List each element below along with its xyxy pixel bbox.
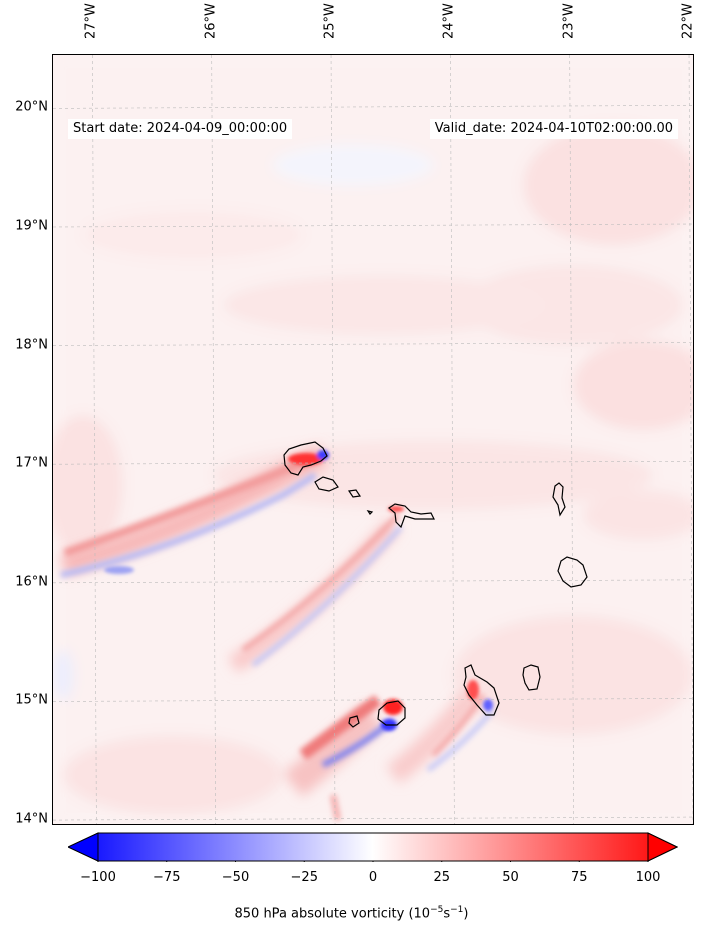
background-vorticity-field: [53, 55, 693, 824]
lat-label: 15°N: [15, 692, 48, 708]
lat-label: 18°N: [15, 337, 48, 353]
meridian-line: [688, 55, 693, 824]
island-brava: [348, 715, 360, 728]
lat-label: 17°N: [15, 455, 48, 471]
colorbar-tick-label: 100: [635, 870, 661, 885]
lat-label: 19°N: [15, 218, 48, 234]
valid-date-label: Valid_date: 2024-04-10T02:00:00.00: [429, 119, 678, 139]
island-santa-luzia: [347, 489, 362, 498]
coastlines: [283, 441, 588, 728]
parallel-line: [53, 698, 693, 702]
island-sao-vicente: [314, 476, 339, 492]
map-frame: Start date: 2024-04-09_00:00:00 Valid_da…: [52, 54, 694, 825]
colorbar-max-extend: [647, 832, 678, 862]
meridian-line: [92, 55, 97, 824]
lon-label: 22°W: [680, 3, 696, 54]
parallel-line: [53, 579, 693, 584]
island-ilheu: [366, 510, 374, 515]
island-boa-vista: [557, 556, 588, 588]
colorbar-tick-label: −50: [221, 870, 250, 885]
meridian-line: [569, 55, 574, 824]
colorbar-tick-label: 75: [570, 870, 588, 885]
lon-label-text: 27°W: [83, 3, 99, 39]
island-sao-nicolau: [387, 503, 435, 529]
start-date-label: Start date: 2024-04-09_00:00:00: [68, 119, 293, 139]
island-santiago: [463, 664, 500, 716]
parallel-line: [53, 460, 693, 465]
meridian-line: [211, 55, 216, 824]
island-fogo: [377, 700, 406, 726]
colorbar-label: 850 hPa absolute vorticity (10−5s−1): [234, 905, 469, 922]
parallel-line: [53, 223, 693, 228]
meridian-line: [450, 55, 455, 824]
parallel-line: [53, 342, 693, 346]
lat-label: 20°N: [15, 99, 48, 115]
island-santo-antao: [283, 441, 328, 476]
lat-label: 16°N: [15, 574, 48, 590]
lon-label: 26°W: [203, 3, 219, 54]
colorbar-tick-label: 0: [368, 870, 378, 885]
colorbar-tick-label: −25: [290, 870, 318, 885]
lon-label-text: 25°W: [322, 3, 338, 39]
lon-label-text: 24°W: [441, 3, 457, 39]
colorbar-tick-label: 50: [502, 870, 519, 885]
parallel-line: [53, 105, 693, 109]
island-sal: [552, 482, 566, 517]
colorbar-tick-label: −100: [80, 870, 116, 885]
lon-label-text: 26°W: [203, 3, 219, 39]
colorbar-tick-label: −75: [153, 870, 181, 885]
lon-label: 25°W: [322, 3, 338, 54]
colorbar-gradient: [68, 832, 678, 862]
lon-label-text: 22°W: [680, 3, 696, 39]
island-maio: [522, 664, 541, 691]
lon-label-text: 23°W: [561, 3, 577, 39]
lon-label: 27°W: [83, 3, 99, 54]
parallel-line: [53, 816, 693, 821]
colorbar-min-extend: [68, 832, 99, 862]
graticule: [53, 55, 693, 824]
lon-label: 24°W: [441, 3, 457, 54]
lon-label: 23°W: [561, 3, 577, 54]
lat-label: 14°N: [15, 811, 48, 827]
island-wakes: [60, 445, 495, 821]
meridian-line: [330, 55, 336, 824]
colorbar-tick-label: 25: [433, 870, 451, 885]
colorbar: [68, 832, 678, 862]
vorticity-map: [53, 55, 693, 824]
